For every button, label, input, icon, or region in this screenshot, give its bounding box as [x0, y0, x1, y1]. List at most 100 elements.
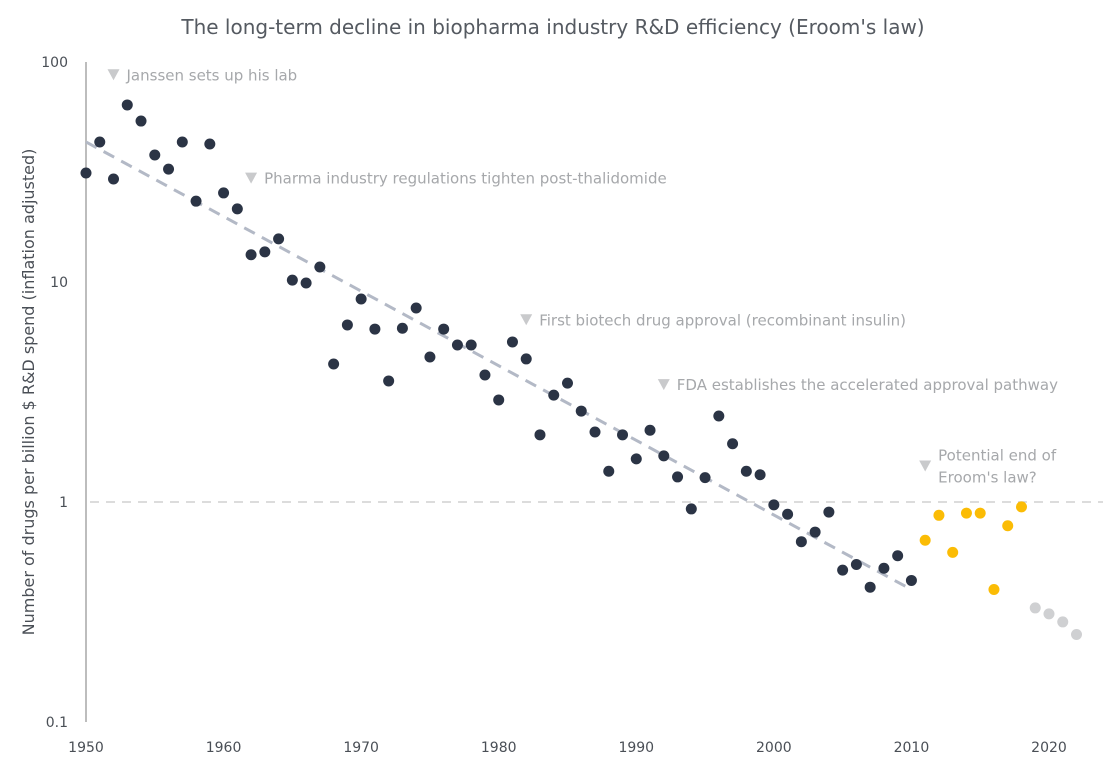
- annotation-text: First biotech drug approval (recombinant…: [539, 311, 906, 329]
- data-point-historical: [190, 195, 202, 207]
- y-tick-label: 1: [59, 495, 68, 511]
- data-point-recent: [988, 584, 1000, 596]
- x-tick-label: 1980: [481, 740, 517, 756]
- data-point-historical: [465, 339, 477, 351]
- data-point-historical: [850, 558, 862, 570]
- data-point-historical: [286, 274, 298, 286]
- data-point-historical: [438, 323, 450, 335]
- annotation-text: FDA establishes the accelerated approval…: [677, 376, 1058, 394]
- data-point-historical: [878, 562, 890, 574]
- data-point-recent: [919, 534, 931, 546]
- data-point-historical: [795, 536, 807, 548]
- data-point-historical: [341, 319, 353, 331]
- data-point-historical: [176, 136, 188, 148]
- data-point-historical: [218, 187, 230, 199]
- annotation-marker-icon: [107, 69, 120, 81]
- data-point-historical: [108, 173, 120, 185]
- data-point-historical: [809, 526, 821, 538]
- y-tick-label: 0.1: [46, 715, 68, 731]
- data-point-historical: [864, 581, 876, 593]
- y-tick-label: 10: [50, 275, 68, 291]
- data-point-historical: [135, 115, 147, 127]
- data-points: [80, 99, 1083, 640]
- data-point-recent: [947, 546, 959, 558]
- data-point-historical: [424, 351, 436, 363]
- data-point-historical: [259, 246, 271, 258]
- data-point-historical: [520, 353, 532, 365]
- data-point-historical: [672, 471, 684, 483]
- annotation-marker-icon: [657, 379, 670, 391]
- data-point-historical: [163, 163, 175, 175]
- data-point-recent: [933, 509, 945, 521]
- data-point-historical: [451, 339, 463, 351]
- data-point-historical: [245, 249, 257, 261]
- annotation-marker-icon: [245, 172, 258, 184]
- data-point-projected: [1043, 608, 1055, 620]
- data-point-recent: [1015, 501, 1027, 513]
- data-point-historical: [617, 429, 629, 441]
- data-point-historical: [410, 302, 422, 314]
- data-point-historical: [740, 465, 752, 477]
- data-point-historical: [231, 203, 243, 215]
- data-point-historical: [644, 424, 656, 436]
- annotation-marker-icon: [919, 460, 932, 472]
- annotations: Janssen sets up his lab Pharma industry r…: [107, 66, 1058, 486]
- data-point-historical: [149, 149, 161, 161]
- data-point-historical: [548, 389, 560, 401]
- x-tick-labels: 1950 1960 1970 1980 1990 2000 2010 2020: [68, 740, 1067, 756]
- data-point-historical: [754, 469, 766, 481]
- data-point-historical: [383, 375, 395, 387]
- data-point-historical: [589, 426, 601, 438]
- data-point-historical: [534, 429, 546, 441]
- data-point-historical: [837, 564, 849, 576]
- annotation-text: Potential end of: [938, 446, 1057, 464]
- data-point-historical: [823, 506, 835, 518]
- x-tick-label: 2020: [1031, 740, 1067, 756]
- data-point-recent: [974, 507, 986, 519]
- x-tick-label: 2010: [894, 740, 930, 756]
- data-point-recent: [1002, 520, 1014, 532]
- data-point-historical: [396, 322, 408, 334]
- data-point-historical: [80, 167, 92, 179]
- x-tick-label: 1960: [206, 740, 242, 756]
- data-point-historical: [273, 233, 285, 245]
- data-point-recent: [960, 507, 972, 519]
- annotation-text: Janssen sets up his lab: [126, 66, 298, 84]
- data-point-historical: [369, 323, 381, 335]
- data-point-historical: [713, 410, 725, 422]
- data-point-historical: [561, 377, 573, 389]
- data-point-historical: [699, 472, 711, 484]
- data-point-historical: [603, 465, 615, 477]
- y-axis-label: Number of drugs per billion $ R&D spend …: [19, 149, 38, 636]
- data-point-historical: [355, 293, 367, 305]
- data-point-historical: [782, 508, 794, 520]
- data-point-historical: [314, 261, 326, 273]
- data-point-historical: [506, 336, 518, 348]
- chart-title: The long-term decline in biopharma indus…: [180, 15, 924, 39]
- data-point-historical: [905, 574, 917, 586]
- data-point-historical: [768, 499, 780, 511]
- data-point-historical: [685, 503, 697, 515]
- x-tick-label: 1950: [68, 740, 104, 756]
- data-point-historical: [630, 453, 642, 465]
- trend-line: [85, 140, 913, 591]
- data-point-historical: [94, 136, 106, 148]
- data-point-projected: [1057, 616, 1069, 628]
- data-point-historical: [328, 358, 340, 370]
- x-tick-label: 1970: [343, 740, 379, 756]
- x-tick-label: 1990: [618, 740, 654, 756]
- data-point-projected: [1071, 628, 1083, 640]
- annotation-text: Eroom's law?: [938, 468, 1037, 486]
- y-tick-label: 100: [41, 55, 68, 71]
- data-point-historical: [892, 550, 904, 562]
- data-point-historical: [727, 438, 739, 450]
- annotation-marker-icon: [520, 314, 533, 326]
- data-point-historical: [121, 99, 133, 111]
- data-point-historical: [300, 277, 312, 289]
- data-point-historical: [575, 405, 587, 417]
- data-point-historical: [658, 450, 670, 462]
- x-tick-label: 2000: [756, 740, 792, 756]
- data-point-historical: [479, 369, 491, 381]
- data-point-historical: [493, 394, 505, 406]
